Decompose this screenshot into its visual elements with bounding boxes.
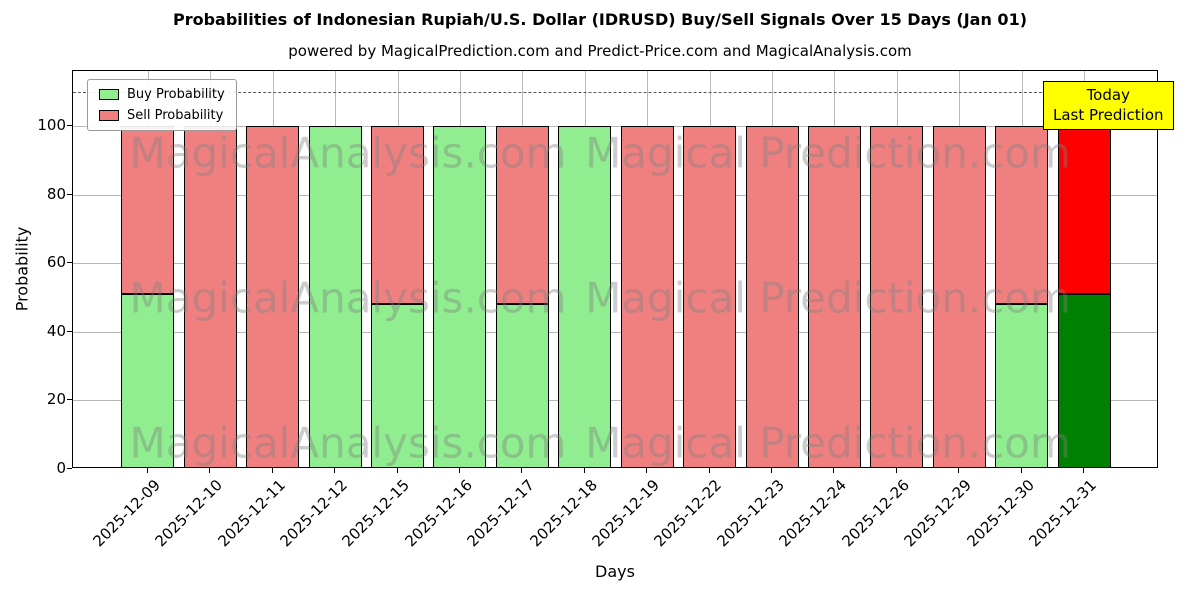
x-tick-mark [146,468,148,473]
legend-swatch-buy-icon [99,89,119,100]
bar-segment-buy [308,126,362,467]
legend-item-buy: Buy Probability [99,87,225,102]
grid-line-horizontal [73,400,1157,402]
y-tick-mark [67,262,72,264]
today-annotation-line1: Today [1086,86,1130,104]
grid-line-horizontal [73,331,1157,333]
y-tick-mark [67,125,72,126]
bar-segment-sell [121,126,175,295]
bar-segment-buy [433,126,487,467]
x-tick-mark [396,468,398,473]
x-tick-mark [271,468,273,473]
x-tick-mark [958,468,960,473]
legend-label-buy: Buy Probability [127,87,225,102]
bar-segment-sell [745,126,799,467]
bar-segment-sell [246,126,300,467]
legend-item-sell: Sell Probability [99,108,225,123]
chart-title: Probabilities of Indonesian Rupiah/U.S. … [172,10,1028,29]
bar-segment-sell [932,126,986,467]
bar-segment-sell [495,126,549,305]
bar-segment-sell [620,126,674,467]
y-tick-label: 20 [46,390,66,409]
x-tick-mark [209,468,211,473]
bar-segment-buy [558,126,612,467]
x-tick-mark [1020,468,1022,473]
y-tick-mark [67,330,72,332]
x-tick-mark [895,468,897,473]
today-annotation-line2: Last Prediction [1053,106,1164,125]
y-tick-label: 60 [46,253,66,272]
x-tick-mark [521,468,523,473]
x-axis-label: Days [595,562,635,581]
y-tick-mark [67,468,72,469]
bar-segment-buy [995,304,1049,467]
bar-segment-sell [807,126,861,467]
threshold-dashed-line [73,91,1157,93]
today-annotation: Today Last Prediction [1043,81,1174,130]
bar-segment-sell [995,126,1049,305]
chart-subtitle: powered by MagicalPrediction.com and Pre… [288,42,912,60]
legend: Buy Probability Sell Probability [87,79,237,131]
bar-segment-buy [371,304,425,467]
bar-segment-sell [371,126,425,305]
y-axis-label: Probability [12,226,32,312]
x-tick-mark [583,468,585,473]
y-tick-label: 100 [37,116,66,134]
bar-segment-sell [1057,126,1111,295]
legend-label-sell: Sell Probability [127,108,224,123]
y-tick-mark [67,193,72,195]
x-tick-mark [458,468,460,473]
bar-segment-sell [683,126,737,467]
legend-swatch-sell-icon [99,110,119,121]
x-tick-mark [1083,468,1085,473]
bar-segment-buy [121,294,175,467]
y-tick-mark [67,399,72,401]
grid-line-horizontal [73,126,1157,127]
grid-line-horizontal [73,194,1157,196]
grid-line-horizontal [73,263,1157,265]
y-tick-label: 80 [46,184,66,203]
y-tick-label: 40 [46,321,66,340]
bar-segment-buy [1057,294,1111,467]
x-tick-mark [646,468,648,473]
bar-segment-sell [870,126,924,467]
x-tick-mark [334,468,336,473]
bar-segment-buy [495,304,549,467]
y-tick-label: 0 [56,459,66,477]
bar-segment-sell [183,126,237,467]
x-tick-mark [771,468,773,473]
plot-area: Buy Probability Sell Probability Magical… [72,70,1158,468]
x-tick-mark [708,468,710,473]
x-tick-mark [833,468,835,473]
